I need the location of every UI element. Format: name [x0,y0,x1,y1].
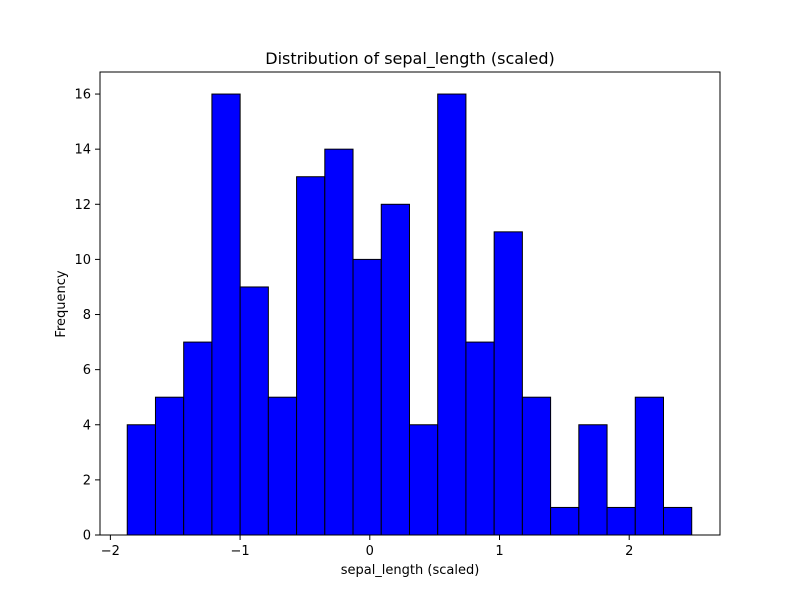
y-tick-label: 0 [83,529,91,544]
y-tick-label: 10 [74,253,91,268]
x-axis: −2 −1 0 1 2 [101,535,633,559]
histogram-bar [437,93,467,536]
histogram-bar [662,506,693,536]
histogram-bar [324,148,354,536]
histogram-bar [408,424,439,536]
y-tick-label: 14 [74,143,91,158]
histogram-bar [239,286,269,536]
y-tick-label: 12 [74,198,91,213]
y-tick-label: 16 [74,88,91,103]
x-tick-label: 0 [366,544,374,559]
histogram-bar [211,93,241,536]
histogram-bar [296,176,326,536]
chart-title: Distribution of sepal_length (scaled) [265,49,554,69]
y-tick-label: 8 [83,308,91,323]
plot-frame [99,71,721,536]
histogram-bar [267,396,298,536]
histogram-bar [521,396,552,536]
x-tick-label: −1 [230,544,249,559]
x-tick-label: −2 [101,544,120,559]
bars-group [126,93,693,536]
histogram-bar [550,506,580,536]
y-axis: 0 2 4 6 8 10 12 14 16 [74,88,100,544]
histogram-bar [606,506,636,536]
histogram-bar [380,203,410,536]
histogram-bar [634,396,664,536]
histogram-bar [154,396,185,536]
histogram-bar [352,258,382,536]
x-axis-label: sepal_length (scaled) [341,563,480,578]
x-tick-label: 1 [495,544,503,559]
histogram-bar [465,341,495,536]
histogram-bar [183,341,213,536]
histogram-bar [126,424,156,536]
x-tick-label: 2 [625,544,633,559]
histogram-bar [493,231,523,536]
histogram-bar [578,424,608,536]
y-axis-label: Frequency [54,270,69,337]
y-tick-label: 4 [83,418,91,433]
y-tick-label: 6 [83,363,91,378]
y-tick-label: 2 [83,473,91,488]
